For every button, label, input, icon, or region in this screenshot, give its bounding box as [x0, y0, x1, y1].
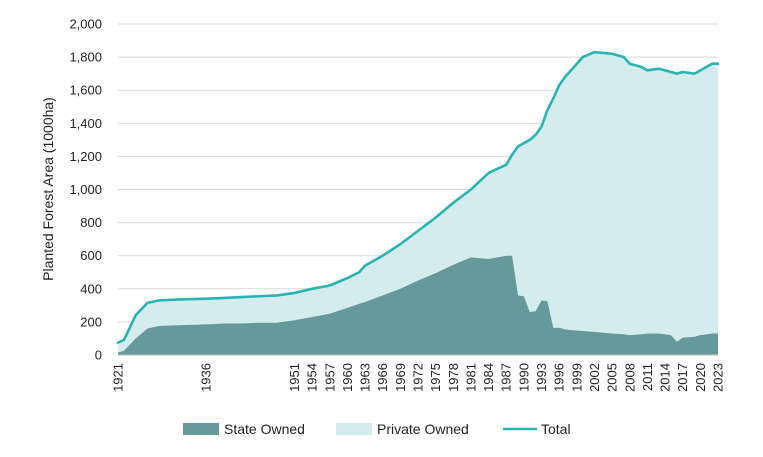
x-tick-label: 1951: [287, 363, 302, 392]
x-tick-label: 2020: [693, 363, 708, 392]
y-tick-label: 1,000: [69, 182, 102, 197]
x-tick-label: 1993: [534, 363, 549, 392]
x-tick-label: 1921: [111, 363, 126, 392]
x-tick-label: 2005: [605, 363, 620, 392]
y-tick-label: 800: [80, 215, 102, 230]
legend: State Owned Private Owned Total: [183, 421, 571, 437]
axes: 0 200 400 600 800 1,000 1,200 1,400 1,600 1,800 2,…: [40, 17, 726, 392]
state-owned-area: [118, 255, 718, 355]
x-tick-label: 1981: [463, 363, 478, 392]
x-tick-label: 1969: [393, 363, 408, 392]
x-tick-label: 1963: [358, 363, 373, 392]
x-tick-label: 2011: [640, 363, 655, 391]
y-tick-label: 1,600: [69, 83, 102, 98]
y-tick-label: 400: [80, 281, 102, 296]
x-tick-label: 1999: [569, 363, 584, 392]
legend-label-state-owned: State Owned: [224, 421, 305, 437]
y-axis-title: Planted Forest Area (1000ha): [40, 97, 56, 281]
x-tick-label: 1966: [375, 363, 390, 392]
y-tick-label: 0: [95, 348, 102, 363]
x-tick-label: 1987: [499, 363, 514, 392]
legend-label-total: Total: [541, 421, 571, 437]
y-tick-label: 600: [80, 248, 102, 263]
legend-swatch-private-owned: [336, 423, 372, 435]
legend-swatch-state-owned: [183, 423, 219, 435]
y-tick-label: 1,200: [69, 149, 102, 164]
x-tick-label: 2017: [675, 363, 690, 392]
private-owned-area: [118, 52, 718, 353]
x-tick-label: 1990: [516, 363, 531, 392]
x-tick-label: 2008: [622, 363, 637, 392]
x-tick-label: 1957: [322, 363, 337, 392]
x-tick-label: 1996: [552, 363, 567, 392]
line-layer: [116, 50, 720, 344]
y-tick-label: 1,800: [69, 50, 102, 65]
x-tick-label: 2002: [587, 363, 602, 392]
x-tick-label: 1978: [446, 363, 461, 392]
x-tick-label: 1960: [340, 363, 355, 392]
area-layer: [118, 52, 718, 355]
x-tick-label: 1954: [305, 363, 320, 392]
total-line: [116, 50, 720, 344]
legend-label-private-owned: Private Owned: [377, 421, 469, 437]
y-tick-label: 200: [80, 314, 102, 329]
y-tick-label: 2,000: [69, 17, 102, 32]
x-tick-label: 1972: [411, 363, 426, 392]
x-tick-label: 1984: [481, 363, 496, 392]
x-tick-label: 1936: [199, 363, 214, 392]
x-tick-label: 1975: [428, 363, 443, 392]
x-tick-label: 2014: [658, 363, 673, 392]
y-tick-label: 1,400: [69, 116, 102, 131]
x-tick-label: 2023: [711, 363, 726, 392]
